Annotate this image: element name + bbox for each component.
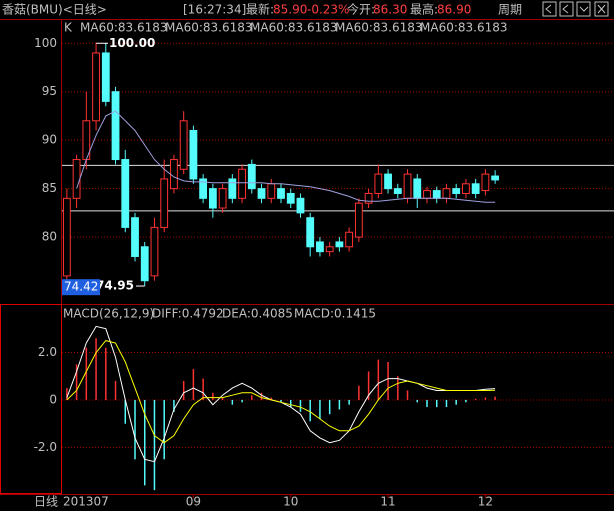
x-tick-label: 11 — [380, 495, 395, 509]
candle-body — [62, 197, 71, 277]
candle-body — [131, 217, 139, 257]
low-label: 74.95 — [96, 279, 134, 293]
y-tick-label: 95 — [42, 84, 57, 98]
top-bar — [0, 0, 614, 19]
candle-body — [208, 188, 217, 209]
candle-body — [170, 159, 178, 190]
candle-body — [384, 173, 392, 190]
quote-value: 86.30 — [373, 3, 407, 17]
indicator-label: MA60:83.6183 — [335, 21, 423, 35]
quote-label: 最高: — [410, 2, 438, 17]
axis-border — [0, 304, 62, 494]
indicator-label: MA60:83.6183 — [165, 21, 253, 35]
candle-body — [111, 91, 120, 161]
candle-body — [316, 241, 324, 253]
candle-body — [413, 178, 422, 199]
indicator-label: MA60:83.6183 — [80, 21, 168, 35]
candle-body — [160, 178, 169, 228]
indicator-label: MACD:0.1415 — [294, 307, 376, 321]
y-tick-label: 100 — [34, 36, 57, 50]
candle-body — [228, 178, 237, 199]
candle-body — [257, 188, 266, 199]
candle-body — [491, 175, 500, 181]
quote-label: 今开: — [347, 2, 375, 17]
indicator-label: K — [64, 21, 73, 35]
y-tick-label: 0 — [49, 392, 57, 406]
candle-body — [325, 246, 334, 253]
quote-value: 85.90 — [273, 3, 307, 17]
candle-body — [374, 173, 383, 194]
candle-body — [199, 178, 208, 199]
button[interactable] — [594, 1, 609, 17]
quote-value: -0.23% — [307, 3, 349, 17]
candle-body — [423, 190, 431, 199]
candle-body — [72, 159, 81, 199]
y-tick-label: 2.0 — [38, 345, 57, 359]
x-tick-label: 09 — [186, 495, 201, 509]
x-tick-label: 12 — [478, 495, 493, 509]
candle-body — [364, 192, 373, 204]
button[interactable] — [576, 1, 591, 17]
candle-body — [354, 202, 363, 238]
y-tick-label: -2.0 — [34, 440, 57, 454]
period-button[interactable]: 周期 — [498, 3, 522, 17]
indicator-label: DEA:0.4085 — [222, 307, 293, 321]
indicator-line — [66, 325, 496, 463]
indicator-label: DIFF:0.4792 — [152, 307, 224, 321]
candle-body — [471, 183, 480, 194]
y-tick-label: 80 — [42, 230, 57, 244]
candle-body — [238, 168, 246, 199]
candle-body — [218, 188, 227, 209]
stock-title: 香菇(BMU)<日线> — [2, 3, 107, 17]
x-tick-label: 201307 — [63, 495, 109, 509]
quote-time: [16:27:34] — [183, 3, 246, 17]
y-tick-label: 90 — [42, 133, 57, 147]
indicator-line — [76, 110, 496, 203]
quote-label: 最新: — [246, 2, 274, 17]
button[interactable] — [542, 1, 557, 17]
candle-body — [179, 120, 188, 170]
indicator-label: MA60:83.6183 — [420, 21, 508, 35]
candle-body — [121, 159, 130, 228]
candle-body — [101, 52, 110, 102]
candle-body — [267, 183, 276, 199]
toolbar-buttons — [542, 1, 609, 17]
quote-value: 86.90 — [437, 3, 471, 17]
candle-body — [452, 188, 461, 194]
price-badge — [62, 279, 100, 296]
indicator-line — [66, 340, 496, 444]
button[interactable] — [559, 1, 574, 17]
price-badge-label: 74.42 — [64, 280, 98, 294]
y-tick-label: 85 — [42, 181, 57, 195]
indicator-label: MA60:83.6183 — [250, 21, 338, 35]
candle-body — [403, 173, 412, 199]
candle-body — [150, 226, 159, 277]
candle-body — [306, 217, 315, 248]
candle-body — [277, 188, 285, 199]
candle-body — [335, 241, 344, 248]
high-label: 100.00 — [109, 36, 155, 50]
candle-body — [140, 246, 149, 282]
candle-body — [393, 188, 402, 194]
candle-body — [432, 190, 441, 199]
candle-body — [286, 192, 295, 204]
indicator-title: MACD(26,12,9) — [63, 307, 154, 321]
candle-body — [92, 52, 100, 122]
candle-body — [296, 197, 305, 214]
candle-body — [189, 129, 198, 180]
x-tick-label: 10 — [283, 495, 298, 509]
candle-body — [481, 173, 490, 192]
candle-body — [462, 183, 470, 194]
period-label: 日线 — [34, 495, 58, 509]
candle-body — [247, 163, 256, 190]
button-icons — [545, 4, 606, 14]
candle-body — [442, 188, 451, 199]
candle-body — [345, 231, 354, 248]
